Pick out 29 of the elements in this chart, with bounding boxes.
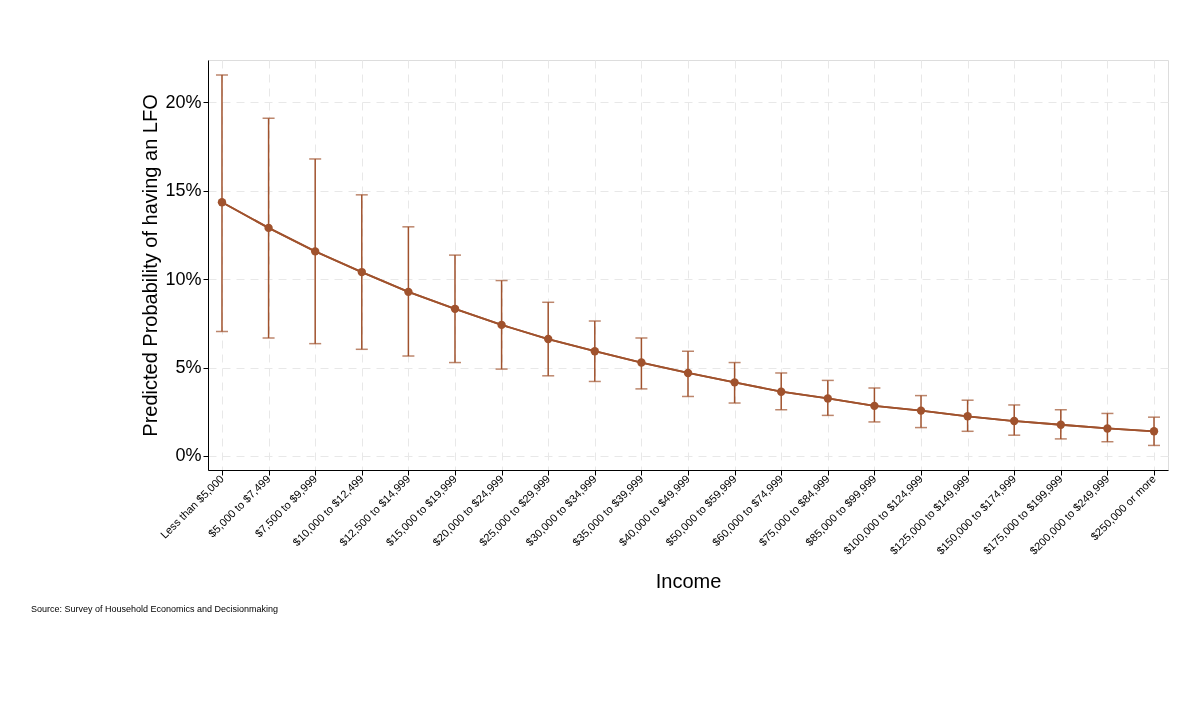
y-tick-label: 0% <box>175 445 202 466</box>
point <box>1010 416 1019 426</box>
point <box>1149 427 1159 436</box>
point <box>870 401 879 411</box>
y-tick-label: 20% <box>165 91 202 112</box>
source-note: Source: Survey of Household Economics and Decisionmaking <box>30 604 279 615</box>
point <box>450 304 460 313</box>
y-tick-label: 5% <box>175 357 202 377</box>
y-axis-title: Predicted Probability of having an LFO <box>139 94 162 437</box>
point <box>497 320 506 330</box>
point <box>311 247 320 256</box>
point <box>1056 420 1065 429</box>
point <box>590 347 599 356</box>
point <box>730 378 739 387</box>
point <box>544 334 553 344</box>
y-tick-label: 15% <box>165 180 202 201</box>
point <box>1103 424 1112 433</box>
point <box>637 358 646 367</box>
point <box>357 267 366 277</box>
point <box>963 412 972 421</box>
y-tick-label: 10% <box>165 268 202 289</box>
point <box>404 287 413 297</box>
point <box>217 198 227 207</box>
point <box>264 223 273 233</box>
point <box>916 406 926 415</box>
x-axis-title: Income <box>655 569 722 592</box>
point <box>777 387 786 396</box>
point <box>683 368 693 378</box>
point <box>823 394 832 403</box>
